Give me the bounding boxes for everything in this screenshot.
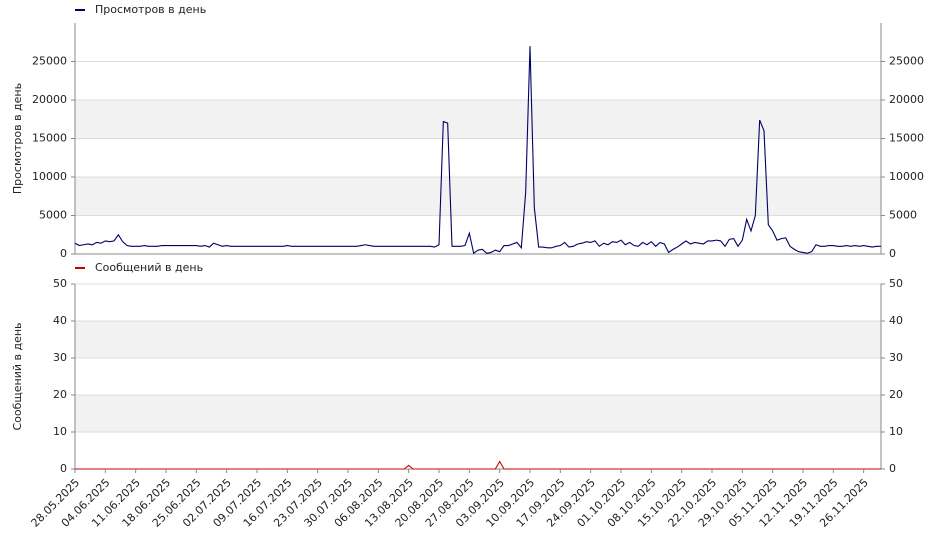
y-tick-label: 0	[60, 247, 67, 260]
y-tick-label: 20000	[32, 93, 67, 106]
y-tick-label-right: 25000	[889, 55, 924, 68]
data-line	[74, 46, 881, 255]
grid-band	[75, 100, 881, 139]
y-tick-label: 20	[53, 388, 67, 401]
y-tick-label-right: 30	[889, 351, 903, 364]
y-tick-label-right: 50	[889, 277, 903, 290]
y-tick-label: 50	[53, 277, 67, 290]
y-tick-label-right: 10	[889, 425, 903, 438]
grid-band	[75, 177, 881, 216]
y-tick-label: 25000	[32, 55, 67, 68]
y-tick-label-right: 5000	[889, 209, 917, 222]
y-tick-label: 30	[53, 351, 67, 364]
y-tick-label: 10	[53, 425, 67, 438]
y-tick-label-right: 10000	[889, 170, 924, 183]
grid-band	[75, 395, 881, 432]
y-tick-label: 0	[60, 462, 67, 475]
grid-band	[75, 321, 881, 358]
y-axis-title: Сообщений в день	[11, 322, 24, 430]
legend-label: Просмотров в день	[95, 3, 206, 16]
y-tick-label: 15000	[32, 132, 67, 145]
y-tick-label-right: 40	[889, 314, 903, 327]
y-tick-label: 10000	[32, 170, 67, 183]
y-tick-label-right: 20000	[889, 93, 924, 106]
data-line	[75, 460, 881, 470]
y-tick-label-right: 15000	[889, 132, 924, 145]
y-tick-label: 5000	[39, 209, 67, 222]
y-tick-label-right: 0	[889, 247, 896, 260]
y-tick-label: 40	[53, 314, 67, 327]
y-tick-label-right: 20	[889, 388, 903, 401]
y-axis-title: Просмотров в день	[11, 83, 24, 194]
legend-label: Сообщений в день	[95, 261, 203, 274]
y-tick-label-right: 0	[889, 462, 896, 475]
